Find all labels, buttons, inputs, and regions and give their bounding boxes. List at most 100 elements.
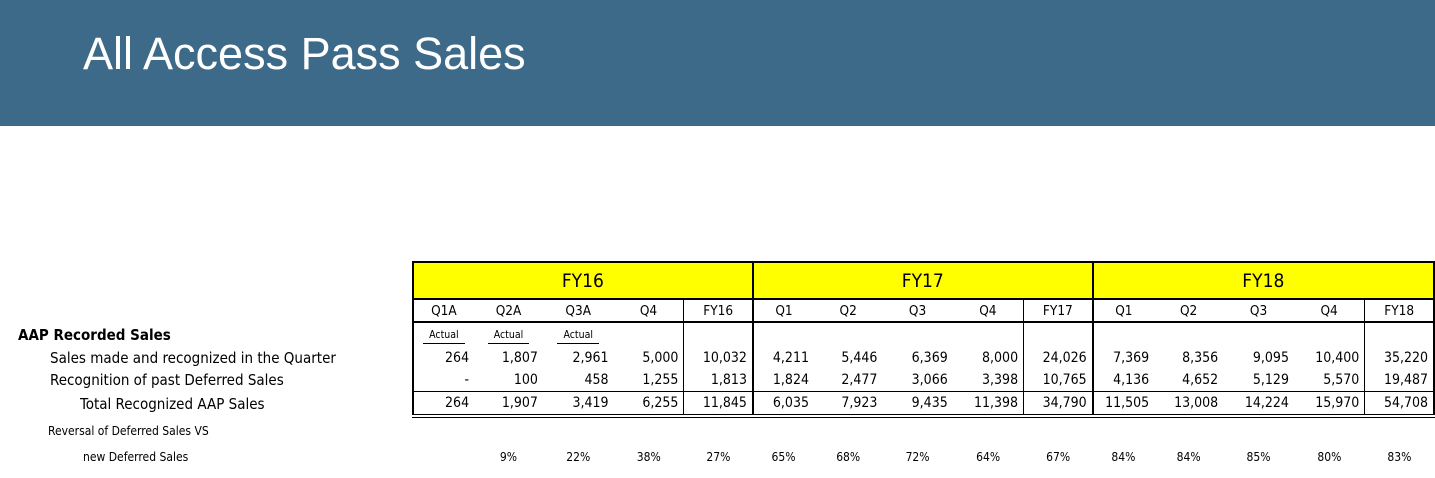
recognition-deferred-cell: 5,129 bbox=[1252, 372, 1289, 388]
reversal-pct-cell: 67% bbox=[1046, 450, 1071, 464]
reversal-pct-cell: 85% bbox=[1246, 450, 1271, 464]
quarter-header-row: Q1A Q2A Q3A Q4 FY16 Q1 Q2 Q3 Q4 FY17 Q1 Q2 Q3 Q4 FY18 bbox=[8, 299, 1435, 323]
total-cell: 1,907 bbox=[474, 391, 543, 418]
reversal-pct-cell: 84% bbox=[1111, 450, 1136, 464]
recognition-deferred-cell: 1,813 bbox=[683, 369, 753, 392]
reversal-pct-row: new Deferred Sales 9% 22% 38% 27% 65% 68% 72% 64… bbox=[8, 446, 1434, 468]
fiscal-year-header-row: FY16 FY17 FY18 bbox=[8, 261, 1435, 300]
total-cell: 7,923 bbox=[813, 391, 883, 418]
column-header: Q1 bbox=[751, 299, 814, 323]
column-header: Q2 bbox=[813, 299, 883, 323]
fiscal-year-header: FY17 bbox=[751, 261, 1094, 300]
total-cell: 11,505 bbox=[1091, 391, 1155, 418]
row-label: AAP Recorded Sales bbox=[18, 325, 171, 344]
status-cell bbox=[1223, 322, 1294, 347]
column-header: Q3A bbox=[542, 299, 614, 323]
page-title: All Access Pass Sales bbox=[83, 28, 526, 79]
column-header: Q2A bbox=[474, 299, 543, 323]
total-cell: 6,255 bbox=[613, 391, 684, 418]
recognition-deferred-row: Recognition of past Deferred Sales - 100 45… bbox=[8, 369, 1435, 392]
total-cell: 14,224 bbox=[1223, 391, 1294, 418]
column-header: Q4 bbox=[613, 299, 684, 323]
status-cell bbox=[814, 322, 882, 347]
total-recognized-row: Total Recognized AAP Sales 264 1,907 3,419 6… bbox=[8, 391, 1435, 418]
row-label: Total Recognized AAP Sales bbox=[80, 394, 265, 413]
column-header: Q3 bbox=[882, 299, 953, 323]
status-cell: Actual bbox=[411, 322, 475, 347]
sales-in-quarter-cell: 264 bbox=[411, 347, 475, 369]
total-cell: 3,419 bbox=[542, 391, 614, 418]
recognition-deferred-cell: 2,477 bbox=[841, 372, 878, 388]
column-header: Q4 bbox=[952, 299, 1024, 323]
total-cell: 11,845 bbox=[683, 391, 753, 418]
status-cell bbox=[1023, 322, 1093, 347]
status-cell bbox=[882, 322, 952, 347]
recognition-deferred-cell: 4,136 bbox=[1091, 369, 1155, 392]
sales-in-quarter-row: Sales made and recognized in the Quarter… bbox=[8, 347, 1435, 369]
row-label: Recognition of past Deferred Sales bbox=[50, 371, 284, 390]
reversal-pct-cell: 64% bbox=[976, 450, 1001, 464]
status-cell bbox=[683, 322, 753, 347]
recognition-deferred-cell: 3,066 bbox=[911, 372, 948, 388]
recognition-deferred-cell: 4,652 bbox=[1182, 372, 1219, 388]
sales-in-quarter-cell: 4,211 bbox=[751, 347, 814, 369]
reversal-pct-cell: 9% bbox=[499, 450, 518, 464]
reversal-pct-cell: 72% bbox=[905, 450, 930, 464]
actual-label: Actual bbox=[487, 329, 530, 344]
reversal-pct-cell: 38% bbox=[636, 450, 661, 464]
reversal-pct-cell: 68% bbox=[836, 450, 861, 464]
actual-label: Actual bbox=[423, 329, 465, 344]
recognition-deferred-cell: 5,570 bbox=[1323, 372, 1360, 388]
column-header: FY16 bbox=[683, 299, 753, 323]
status-cell bbox=[1364, 322, 1435, 347]
sales-in-quarter-cell: 1,807 bbox=[501, 350, 538, 366]
total-cell: 11,398 bbox=[952, 391, 1024, 418]
fiscal-year-header: FY16 bbox=[411, 261, 754, 300]
sales-in-quarter-cell: 10,032 bbox=[683, 347, 753, 369]
fiscal-year-header: FY18 bbox=[1091, 261, 1435, 300]
reversal-pct-cell: 84% bbox=[1176, 450, 1201, 464]
sales-in-quarter-cell: 35,220 bbox=[1364, 347, 1435, 369]
reversal-pct-cell: 83% bbox=[1387, 450, 1412, 464]
column-header: Q4 bbox=[1293, 299, 1365, 323]
sales-in-quarter-cell: 24,026 bbox=[1023, 347, 1093, 369]
actual-label: Actual bbox=[557, 329, 600, 344]
status-cell bbox=[953, 322, 1024, 347]
recognition-deferred-cell: 10,765 bbox=[1023, 369, 1093, 392]
sales-in-quarter-cell: 5,446 bbox=[841, 350, 878, 366]
reversal-pct-cell: 65% bbox=[771, 450, 796, 464]
reversal-label-row: Reversal of Deferred Sales VS bbox=[8, 416, 1434, 446]
total-cell: 15,970 bbox=[1293, 391, 1365, 418]
status-cell bbox=[1294, 322, 1365, 347]
recognition-deferred-cell: 100 bbox=[513, 372, 538, 388]
sales-in-quarter-cell: 2,961 bbox=[572, 350, 609, 366]
sales-in-quarter-cell: 6,369 bbox=[911, 350, 948, 366]
reversal-pct-cell: 80% bbox=[1317, 450, 1342, 464]
total-cell: 9,435 bbox=[882, 391, 953, 418]
title-banner: All Access Pass Sales bbox=[0, 0, 1435, 126]
total-cell: 54,708 bbox=[1364, 391, 1435, 418]
row-label: Sales made and recognized in the Quarter bbox=[50, 349, 336, 367]
column-header: FY17 bbox=[1023, 299, 1093, 323]
recognition-deferred-cell: - bbox=[411, 369, 475, 392]
total-cell: 264 bbox=[411, 391, 475, 418]
status-cell: Actual bbox=[474, 322, 543, 347]
total-cell: 6,035 bbox=[751, 391, 814, 418]
sales-in-quarter-cell: 10,400 bbox=[1315, 350, 1360, 366]
status-cell bbox=[1154, 322, 1223, 347]
sales-in-quarter-cell: 8,356 bbox=[1182, 350, 1219, 366]
sales-in-quarter-cell: 9,095 bbox=[1252, 350, 1289, 366]
recognition-deferred-cell: 3,398 bbox=[982, 372, 1019, 388]
column-header: Q3 bbox=[1223, 299, 1294, 323]
section-row: AAP Recorded Sales Actual Actual Actual bbox=[8, 322, 1435, 347]
row-label bbox=[8, 262, 413, 299]
sales-in-quarter-cell: 8,000 bbox=[982, 350, 1019, 366]
aap-sales-table: FY16 FY17 FY18 Q1A Q2A Q3A Q4 FY16 Q1 Q2 Q3 Q4 FY17 Q… bbox=[8, 261, 1435, 468]
recognition-deferred-cell: 1,824 bbox=[751, 369, 814, 392]
row-label: Reversal of Deferred Sales VS bbox=[48, 424, 209, 438]
status-cell bbox=[751, 322, 814, 347]
status-cell: Actual bbox=[543, 322, 614, 347]
row-label bbox=[8, 299, 413, 322]
status-cell bbox=[614, 322, 684, 347]
reversal-pct-cell: 27% bbox=[706, 450, 731, 464]
